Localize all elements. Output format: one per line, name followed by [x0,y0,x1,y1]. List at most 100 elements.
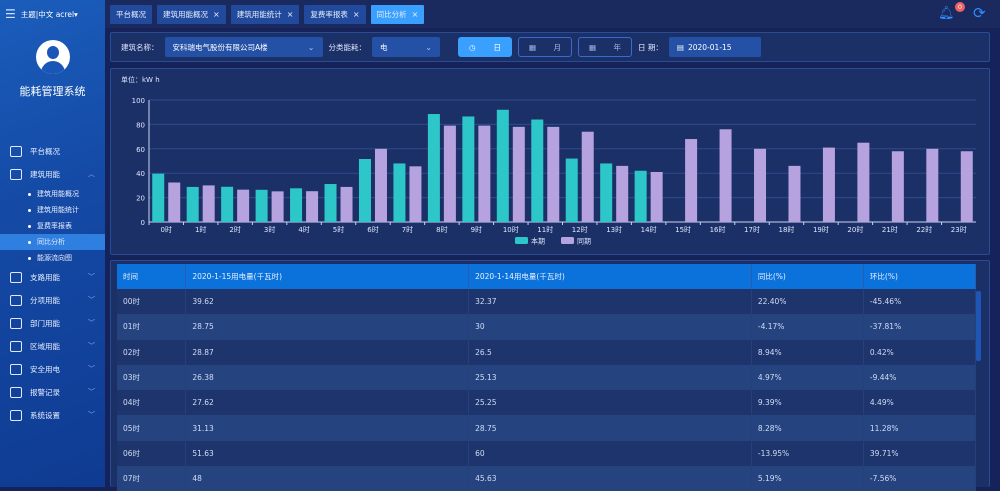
column-header: 2020-1-14用电量(千瓦时) [468,264,752,289]
sidebar-item-label: 区域用能 [30,342,60,351]
bar-current [324,184,337,222]
close-icon[interactable]: × [213,9,220,19]
bar-previous [616,165,629,222]
bar-current [290,188,303,222]
close-icon[interactable]: × [411,9,419,19]
sidebar-item-0[interactable]: 平台概况 [0,140,105,163]
day-button[interactable]: ◷ 日 [458,37,512,57]
bar-chart: 0 20 40 60 80 100 0时 1时 2时 3时 4时 5时 6时 7时 8时 9时 10时 11时 12… [132,97,976,246]
tab-3[interactable]: 复费率报表 × [304,4,366,24]
sidebar-item-2[interactable]: 支路用能 ﹀ [0,266,105,289]
avatar [36,40,70,74]
table-cell: 05时 [117,415,187,441]
table-cell: 25.25 [468,390,752,416]
sidebar: ☰ 主题|中文 acrel▾ 能耗管理系统 平台概况 建筑用能 ︿ 建筑用能概况 建筑用… [0,0,105,487]
sidebar-item-5[interactable]: 区域用能 ﹀ [0,335,105,358]
table-row: 05时 31.13 28.75 8.28% 11.28% [117,415,977,441]
sidebar-item-8[interactable]: 系统设置 ﹀ [0,404,105,427]
sidebar-item-3[interactable]: 分项用能 ﹀ [0,289,105,312]
table-row: 03时 26.38 25.13 4.97% -9.44% [117,364,977,391]
tab-1[interactable]: 建筑用能概况 × [157,4,226,24]
x-tick-label: 2时 [229,225,240,234]
sidebar-item-7[interactable]: 报警记录 ﹀ [0,381,105,404]
bar-previous [409,166,422,222]
bar-previous [202,185,215,222]
calendar-icon: ▦ [529,42,537,52]
menu-icon[interactable]: ☰ [5,7,16,21]
day-label: 日 [493,42,502,52]
y-tick-label: 60 [136,146,145,154]
y-tick-label: 0 [141,219,145,227]
x-tick-label: 10时 [503,225,519,234]
close-icon[interactable]: × [352,9,360,19]
x-tick-label: 12时 [572,225,588,234]
sidebar-item-label: 安全用电 [30,365,60,374]
language-link[interactable]: 中文 [38,9,54,19]
table-cell: 48 [185,466,470,491]
bell-icon[interactable]: 🔔︎ [938,6,953,21]
sidebar-item-6[interactable]: 安全用电 ﹀ [0,358,105,381]
table-row: 07时 48 45.63 5.19% -7.56% [117,466,977,491]
table-cell: 26.38 [185,364,470,391]
sidebar-item-1[interactable]: 建筑用能 ︿ [0,163,105,186]
tab-2[interactable]: 建筑用能统计 × [230,4,300,24]
table-cell: -37.81% [863,314,977,340]
x-tick-label: 0时 [160,225,171,234]
scrollbar[interactable] [976,291,981,361]
bullet-icon [28,256,31,260]
table-cell: 03时 [117,364,187,391]
x-tick-label: 14时 [641,225,657,234]
bar-current [462,116,475,222]
sidebar-item-label: 分项用能 [30,296,60,305]
sidebar-subitem[interactable]: 建筑用能统计 [0,202,105,218]
table-row: 00时 39.62 32.37 22.40% -45.46% [117,289,977,315]
sidebar-subitem-label: 建筑用能统计 [37,206,79,214]
sidebar-item-label: 部门用能 [30,319,60,328]
category-value: 电 [380,42,388,52]
sidebar-nav: 平台概况建筑用能 ︿ 建筑用能概况建筑用能统计复费率报表 同比分析 能源流向图 支路用能 ﹀… [0,140,105,427]
month-button[interactable]: ▦ 月 [518,37,572,57]
tab-4[interactable]: 同比分析 × [370,4,425,24]
bullet-icon [28,224,31,228]
date-input[interactable]: ▤ 2020-01-15 [668,37,761,57]
category-select[interactable]: 电 ⌄ [372,37,440,57]
table-cell: 60 [468,440,752,467]
sidebar-subitem[interactable]: 能源流向图 [0,250,105,266]
table-cell: 11.28% [863,415,977,441]
chevron-icon: ﹀ [88,342,95,350]
bar-previous [719,129,732,222]
legend-label: 同期 [577,238,591,246]
y-tick-label: 80 [136,121,145,129]
sidebar-subitem[interactable]: 建筑用能概况 [0,186,105,202]
x-tick-label: 7时 [402,225,413,234]
table-row: 02时 28.87 26.5 8.94% 0.42% [117,339,977,365]
bar-current [496,109,509,222]
bar-current [393,163,406,222]
shield-icon [10,364,22,375]
x-tick-label: 3时 [264,225,275,234]
refresh-icon[interactable]: ⟳ [973,4,986,22]
system-name: 能耗管理系统 [19,85,86,98]
table-cell: 9.39% [751,390,864,416]
year-button[interactable]: ▦ 年 [578,37,632,57]
tab-0[interactable]: 平台概况 [110,4,152,24]
bar-previous [650,171,663,222]
close-icon[interactable]: × [286,9,294,19]
x-tick-label: 15时 [675,225,691,234]
bullet-icon [28,240,31,244]
user-menu[interactable]: acrel [55,9,75,19]
table-cell: 06时 [117,440,187,467]
table-cell: 04时 [117,390,187,416]
theme-link[interactable]: 主题 [20,9,36,19]
tab-label: 建筑用能统计 [236,9,282,19]
x-tick-label: 23时 [951,225,967,234]
bar-previous [271,191,284,222]
sidebar-subitem[interactable]: 复费率报表 [0,218,105,234]
bar-previous [374,148,387,222]
sidebar-item-label: 平台概况 [30,147,60,156]
sidebar-subitem[interactable]: 同比分析 [0,234,105,250]
tab-label: 同比分析 [376,9,407,19]
building-select[interactable]: 安科瑞电气股份有限公司A楼 ⌄ [164,37,323,57]
unit-label: 单位：kW h [121,76,160,84]
sidebar-item-4[interactable]: 部门用能 ﹀ [0,312,105,335]
